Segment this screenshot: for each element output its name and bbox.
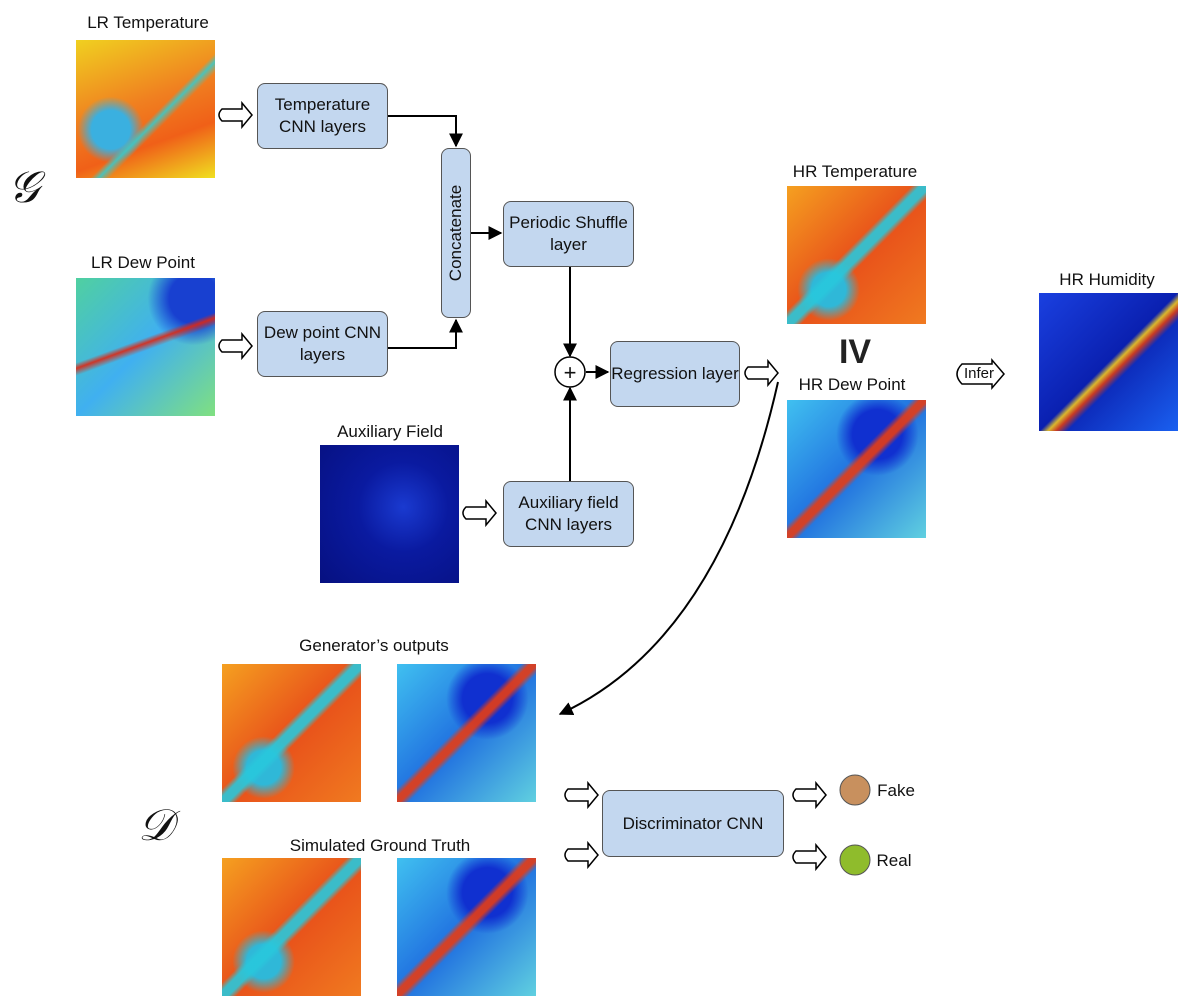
plus-node [554,356,586,388]
hr-humidity-label: HR Humidity [1059,270,1155,289]
discriminator-symbol: 𝒟 [138,800,174,851]
generator-symbol: 𝒢 [8,162,40,213]
hr-temperature-label: HR Temperature [792,162,918,181]
concatenate-label: Concatenate [446,184,465,282]
hr-humidity-image [1039,293,1178,431]
ground-truth-dew-point-image [397,858,536,996]
hr-dew-point-image [787,400,926,538]
generator-outputs-label: Generator’s outputs [299,636,449,655]
arrow-to-discriminator [558,381,779,716]
ground-truth-label: Simulated Ground Truth [289,836,471,855]
auxiliary-field-label: Auxiliary Field [337,422,443,441]
infer-arrow-icon [956,357,1005,391]
discriminator-cnn-block: Discriminator CNN [602,790,784,857]
hollow-arrow-icon [218,333,253,359]
fake-label: Fake [877,781,915,800]
generated-dew-point-image [397,664,536,802]
temperature-cnn-block: Temperature CNN layers [257,83,388,149]
lr-temperature-label: LR Temperature [87,13,209,32]
generated-temperature-image [222,664,361,802]
fake-indicator [839,774,871,806]
auxiliary-cnn-block: Auxiliary field CNN layers [503,481,634,547]
hollow-arrow-icon [462,500,497,526]
auxiliary-field-image [320,445,459,583]
plus-symbol: + [563,360,577,385]
hollow-arrow-icon [218,102,253,128]
lr-dew-point-label: LR Dew Point [91,253,195,272]
hollow-arrow-icon [744,360,779,386]
periodic-shuffle-block: Periodic Shuffle layer [503,201,634,267]
hollow-arrow-icon [792,782,827,808]
iv-label: IV [838,333,872,371]
lr-temperature-image [76,40,215,178]
real-indicator [839,844,871,876]
concatenate-block: Concatenate [441,148,471,318]
dew-point-cnn-block: Dew point CNN layers [257,311,388,377]
hollow-arrow-icon [564,782,599,808]
arrow-dew-concat [388,318,463,349]
hr-dew-point-label: HR Dew Point [798,375,906,394]
lr-dew-point-image [76,278,215,416]
real-label: Real [876,851,912,870]
hollow-arrow-icon [564,842,599,868]
arrow-temp-concat [388,115,463,148]
hr-temperature-image [787,186,926,324]
ground-truth-temperature-image [222,858,361,996]
infer-label: Infer [963,365,995,382]
hollow-arrow-icon [792,844,827,870]
regression-block: Regression layer [610,341,740,407]
